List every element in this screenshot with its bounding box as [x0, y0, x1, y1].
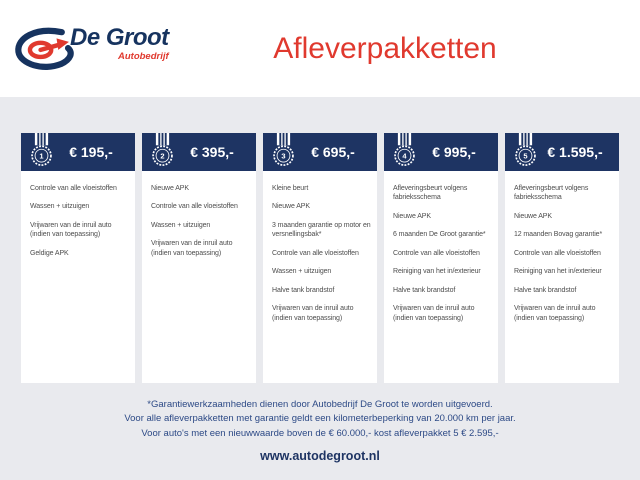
- logo-text: De Groot Autobedrijf: [70, 23, 169, 62]
- package-item: Controle van alle vloeistoffen: [514, 249, 601, 257]
- package-card: 1 € 195,- Controle van alle vloeistoffen…: [21, 133, 135, 383]
- package-items: Afleveringsbeurt volgens fabrieksschema N…: [384, 171, 498, 332]
- package-item: Reiniging van het in/exterieur: [393, 268, 481, 276]
- svg-text:2: 2: [160, 152, 164, 161]
- package-item: Vrijwaren van de inruil auto (indien van…: [30, 221, 112, 239]
- package-item: Kleine beurt: [272, 185, 309, 192]
- package-item: Nieuwe APK: [272, 203, 310, 211]
- package-header: 3 € 695,-: [263, 133, 377, 171]
- package-item: Controle van alle vloeistoffen: [30, 185, 117, 192]
- package-items: Controle van alle vloeistoffen Wassen + u…: [21, 171, 135, 267]
- svg-text:1: 1: [39, 152, 43, 161]
- logo-swoosh-icon: [15, 27, 74, 70]
- package-card: 3 € 695,- Kleine beurt Nieuwe APK 3 maande…: [263, 133, 377, 383]
- package-item: Geldige APK: [30, 249, 69, 257]
- package-header: 4 € 995,-: [384, 133, 498, 171]
- package-price: € 395,-: [190, 144, 234, 160]
- website-link[interactable]: www.autodegroot.nl: [260, 448, 380, 463]
- package-price: € 695,-: [311, 144, 355, 160]
- medal-icon: 5: [515, 133, 536, 166]
- package-item: Vrijwaren van de inruil auto (indien van…: [393, 305, 475, 322]
- package-item: Vrijwaren van de inruil auto (indien van…: [272, 305, 354, 322]
- package-item: 12 maanden Bovag garantie*: [514, 231, 603, 239]
- svg-text:5: 5: [523, 152, 527, 161]
- medal-icon: 3: [273, 133, 294, 166]
- footnotes: *Garantiewerkzaamheden dienen door Autob…: [0, 398, 640, 441]
- footnote-line: Voor auto's met een nieuwwaarde boven de…: [141, 427, 499, 439]
- page-header: De Groot Autobedrijf Afleverpakketten: [0, 0, 640, 97]
- package-item: Controle van alle vloeistoffen: [272, 249, 359, 257]
- package-card: 5 € 1.595,- Afleveringsbeurt volgens fab…: [505, 133, 619, 383]
- logo-subtitle: Autobedrijf: [118, 50, 169, 62]
- package-item: Vrijwaren van de inruil auto (indien van…: [151, 240, 233, 257]
- package-items: Nieuwe APK Controle van alle vloeistoffen…: [142, 171, 256, 267]
- package-item: Wassen + uitzuigen: [151, 221, 211, 229]
- package-item: Halve tank brandstof: [393, 286, 456, 294]
- medal-icon: 1: [31, 133, 52, 166]
- package-header: 5 € 1.595,-: [505, 133, 619, 171]
- medal-icon: 4: [394, 133, 415, 166]
- package-item: Afleveringsbeurt volgens fabrieksschema: [514, 185, 589, 202]
- package-header: 2 € 395,-: [142, 133, 256, 171]
- package-item: 3 maanden garantie op motor en versnelli…: [272, 221, 371, 239]
- package-item: Wassen + uitzuigen: [30, 203, 90, 211]
- package-card: 2 € 395,- Nieuwe APK Controle van alle vl…: [142, 133, 256, 383]
- package-items: Afleveringsbeurt volgens fabrieksschema N…: [505, 171, 619, 332]
- package-item: Reiniging van het in/exterieur: [514, 268, 602, 276]
- package-item: Nieuwe APK: [151, 185, 189, 192]
- page-title: Afleverpakketten: [273, 31, 497, 65]
- package-item: Controle van alle vloeistoffen: [151, 203, 238, 211]
- package-price: € 1.595,-: [547, 144, 603, 160]
- logo-name: De Groot: [70, 23, 169, 51]
- package-items: Kleine beurt Nieuwe APK 3 maanden garantie…: [263, 171, 377, 332]
- package-item: Afleveringsbeurt volgens fabrieksschema: [393, 185, 468, 202]
- package-item: Vrijwaren van de inruil auto (indien van…: [514, 305, 596, 322]
- medal-icon: 2: [152, 133, 173, 166]
- package-item: Nieuwe APK: [393, 212, 431, 220]
- company-logo: De Groot Autobedrijf: [0, 25, 190, 73]
- svg-text:3: 3: [281, 152, 285, 161]
- footnote-line: *Garantiewerkzaamheden dienen door Autob…: [147, 399, 493, 410]
- package-price: € 995,-: [432, 144, 476, 160]
- package-item: Nieuwe APK: [514, 212, 552, 220]
- package-price: € 195,-: [69, 144, 113, 160]
- package-card: 4 € 995,- Afleveringsbeurt volgens fabri…: [384, 133, 498, 383]
- package-item: Wassen + uitzuigen: [272, 268, 332, 276]
- packages-row: 1 € 195,- Controle van alle vloeistoffen…: [0, 133, 640, 383]
- package-item: Halve tank brandstof: [514, 286, 577, 294]
- svg-text:4: 4: [402, 152, 407, 161]
- package-header: 1 € 195,-: [21, 133, 135, 171]
- package-item: 6 maanden De Groot garantie*: [393, 231, 486, 239]
- footnote-line: Voor alle afleverpakketten met garantie …: [124, 413, 516, 425]
- package-item: Halve tank brandstof: [272, 286, 335, 294]
- package-item: Controle van alle vloeistoffen: [393, 249, 480, 257]
- packages-section: 1 € 195,- Controle van alle vloeistoffen…: [0, 97, 640, 480]
